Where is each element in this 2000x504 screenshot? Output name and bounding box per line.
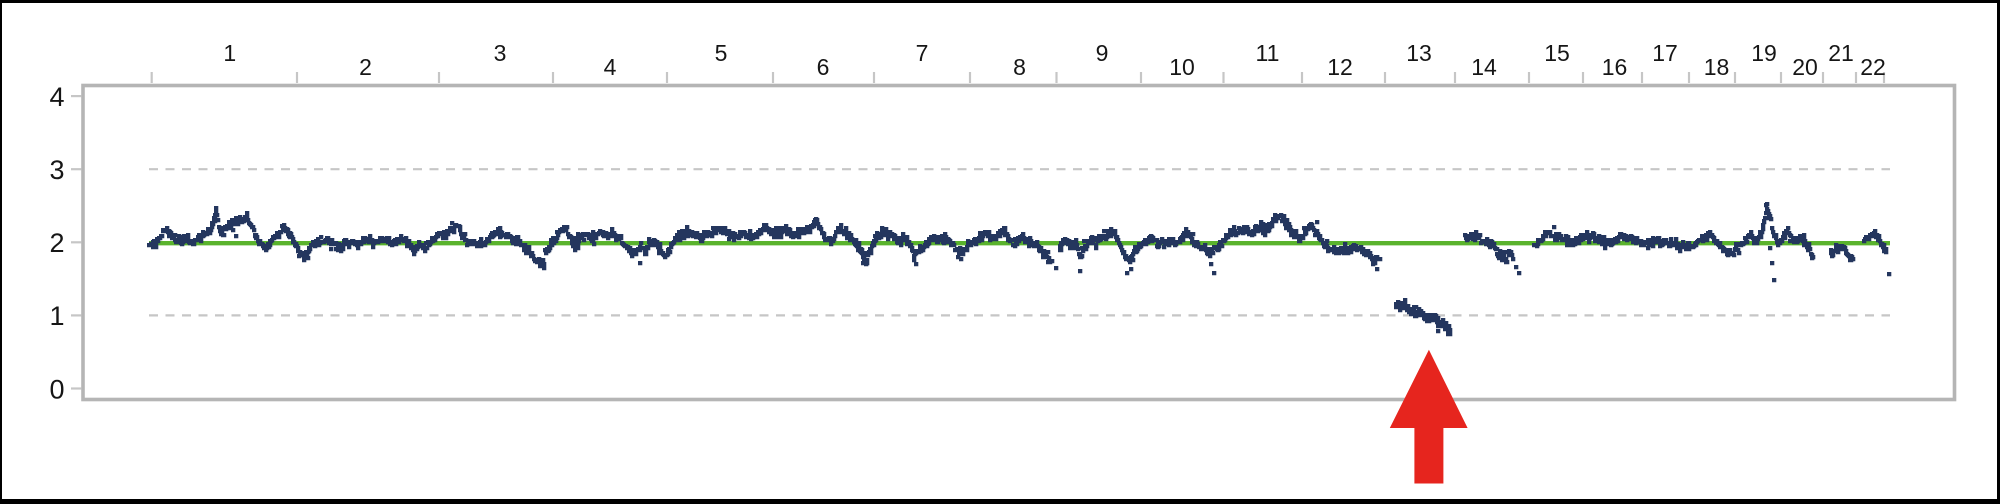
svg-text:7: 7 xyxy=(916,40,929,66)
svg-text:1: 1 xyxy=(223,40,236,66)
svg-text:3: 3 xyxy=(49,155,64,185)
svg-text:3: 3 xyxy=(494,40,507,66)
svg-text:19: 19 xyxy=(1751,40,1777,66)
svg-text:21: 21 xyxy=(1828,40,1854,66)
svg-text:8: 8 xyxy=(1013,54,1026,80)
svg-text:22: 22 xyxy=(1860,54,1886,80)
svg-text:10: 10 xyxy=(1169,54,1195,80)
svg-text:6: 6 xyxy=(817,54,830,80)
svg-text:9: 9 xyxy=(1096,40,1109,66)
svg-text:18: 18 xyxy=(1704,54,1730,80)
svg-text:11: 11 xyxy=(1256,40,1280,66)
svg-text:4: 4 xyxy=(604,54,617,80)
svg-text:1: 1 xyxy=(49,301,64,331)
svg-text:14: 14 xyxy=(1471,54,1497,80)
svg-text:0: 0 xyxy=(49,374,64,404)
svg-text:20: 20 xyxy=(1792,54,1818,80)
svg-text:4: 4 xyxy=(49,82,64,112)
svg-text:12: 12 xyxy=(1327,54,1353,80)
svg-text:13: 13 xyxy=(1406,40,1432,66)
svg-text:16: 16 xyxy=(1602,54,1628,80)
svg-text:2: 2 xyxy=(49,228,64,258)
svg-text:15: 15 xyxy=(1544,40,1570,66)
svg-text:17: 17 xyxy=(1652,40,1678,66)
svg-text:2: 2 xyxy=(359,54,372,80)
svg-text:5: 5 xyxy=(715,40,728,66)
